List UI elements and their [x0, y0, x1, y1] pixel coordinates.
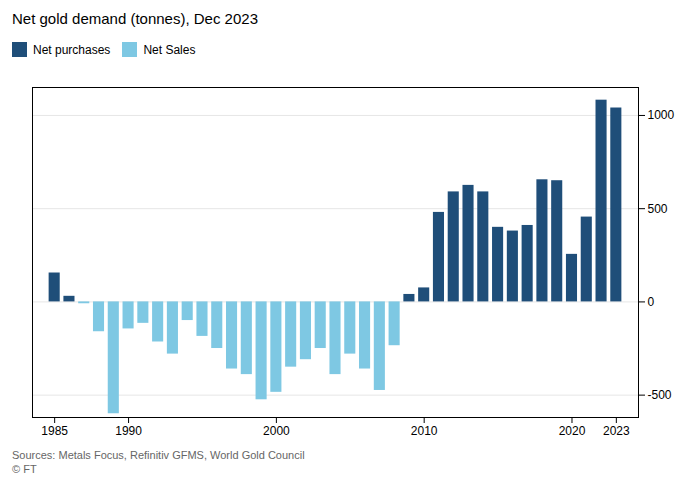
- html-text:Net gold demand (tonnes), Dec: Net gold demand (tonnes), Dec 2023: [12, 10, 258, 27]
- svg-text:2023: 2023: [603, 424, 630, 438]
- svg-text:1985: 1985: [41, 424, 68, 438]
- html-text:© FT: © FT: [12, 463, 37, 475]
- svg-text:2010: 2010: [411, 424, 438, 438]
- svg-text:1990: 1990: [115, 424, 142, 438]
- svg-text:-500: -500: [648, 388, 672, 402]
- html-text:Net Sales: Net Sales: [143, 42, 196, 57]
- html-text:Net purchases: Net purchases: [33, 42, 111, 57]
- html-text:Sources: Metals Focus, Refinit: Sources: Metals Focus, Refinitiv GFMS, W…: [12, 449, 305, 461]
- svg-text:2020: 2020: [559, 424, 586, 438]
- svg-text:1000: 1000: [648, 108, 675, 122]
- svg-text:0: 0: [648, 295, 655, 309]
- svg-text:2000: 2000: [263, 424, 290, 438]
- svg-text:500: 500: [648, 202, 668, 216]
